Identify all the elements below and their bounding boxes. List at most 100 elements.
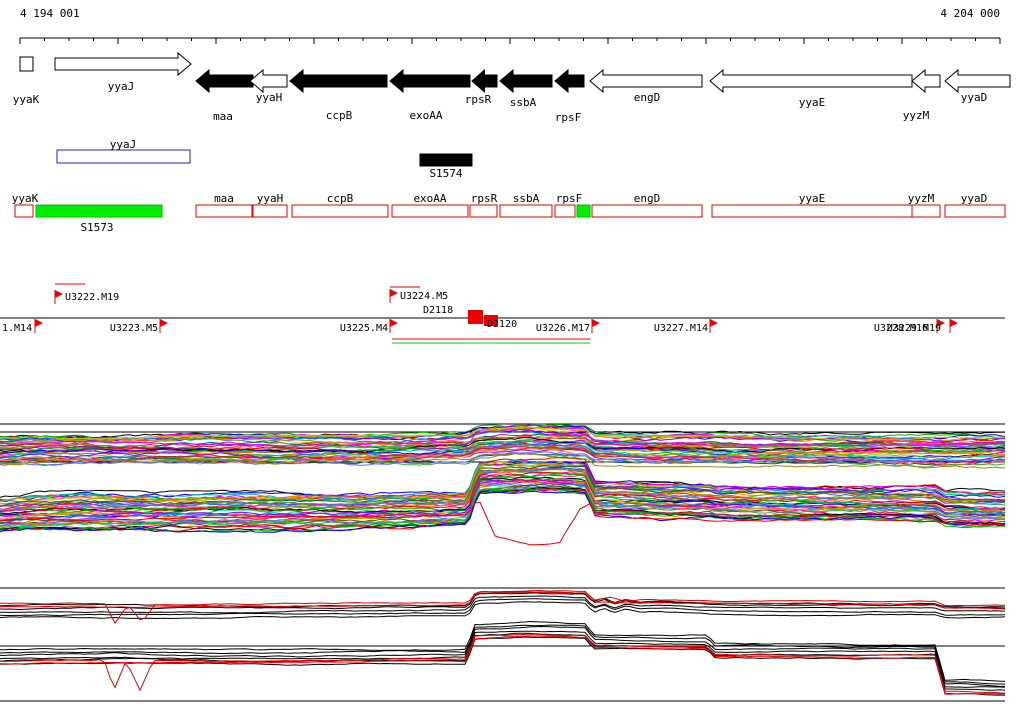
segment-label: S1573 [80,221,113,234]
flag-icon[interactable] [35,319,43,327]
segment-label: exoAA [413,192,446,205]
flag-icon[interactable] [55,290,63,298]
probe-marker-label[interactable]: D2120 [487,319,517,330]
segment-box-rpsR[interactable] [469,204,498,218]
segment-box-ssbA[interactable] [499,204,553,218]
profile-line [0,592,1006,611]
flag-icon[interactable] [592,319,600,327]
probe-marker-label[interactable]: D2118 [423,305,453,316]
probe-set-label[interactable]: U3223.M5 [110,323,158,334]
profile-line [0,487,1006,531]
profile-line [0,632,1006,691]
feature-box-yyaJ[interactable] [56,149,191,164]
profile-line [0,624,1006,685]
profile-line [0,633,1006,694]
profile-line [0,468,1006,512]
gene-label: rpsF [555,111,582,124]
gene-arrow-exoAA[interactable] [389,68,471,94]
gene-arrow-yyaE[interactable] [709,68,913,94]
probe-set-label[interactable]: U3225.M4 [340,323,388,334]
ruler-end-label: 4 204 000 [940,7,1000,20]
segment-box-green[interactable] [576,204,591,218]
probe-marker-box[interactable] [484,315,498,326]
feature-track: yyaJ S1574 [56,138,473,180]
segment-label: ccpB [327,192,354,205]
gene-arrow-yyaD[interactable] [944,68,1011,94]
profile-line [0,601,1006,620]
segment-box-yyaK[interactable] [14,204,34,218]
gene-label: yyzM [903,109,930,122]
flag-icon[interactable] [937,319,945,327]
gene-label: yyaJ [108,80,135,93]
profile-line [0,480,1006,519]
probe-marker-box[interactable] [468,310,483,324]
flag-icon[interactable] [950,319,958,327]
segment-box-yyaE[interactable] [711,204,913,218]
segment-label: yyaH [257,192,284,205]
gene-label: yyaD [961,91,988,104]
segment-label: engD [634,192,661,205]
profile-line [0,466,1006,510]
feature-box-S1574[interactable] [419,153,473,167]
feature-label: S1574 [429,167,462,180]
probe-set-label[interactable]: U3227.M14 [654,323,708,334]
probe-set-label[interactable]: 1.M14 [2,323,32,334]
profile-line [0,636,1006,696]
flag-icon[interactable] [390,319,398,327]
gene-arrow-ssbA[interactable] [499,68,553,94]
ruler: 4 194 001 4 204 000 [19,7,1001,44]
probe-set-label[interactable]: U3222.M19 [65,292,119,303]
probe-set-label[interactable]: U3226.M17 [536,323,590,334]
gene-arrow-maa[interactable] [195,68,254,94]
gene-arrow-yyzM[interactable] [911,68,941,94]
profile-line [0,589,1006,625]
gene-arrow-yyaJ[interactable] [54,51,192,77]
gene-arrow-engD[interactable] [589,68,703,94]
gene-label: maa [213,110,233,123]
segment-box-maa[interactable] [195,204,253,218]
segment-label: rpsR [471,192,498,205]
gene-label: exoAA [409,109,442,122]
gene-label: ccpB [326,109,353,122]
gene-arrow-rpsR[interactable] [471,68,498,94]
segment-label: yyzM [908,192,935,205]
gene-arrow-yyaK[interactable] [19,56,34,72]
segment-box-yyaD[interactable] [944,204,1006,218]
segment-label: yyaE [799,192,826,205]
profile-line [0,595,1006,614]
segment-box-engD[interactable] [591,204,703,218]
flag-icon[interactable] [160,319,168,327]
segment-box-ccpB[interactable] [291,204,389,218]
profile-line [0,598,1006,617]
segment-box-exoAA[interactable] [391,204,469,218]
segment-box-yyaH[interactable] [252,204,288,218]
flag-icon[interactable] [390,289,398,297]
profile-line [0,426,1006,441]
profile-line [0,451,1006,467]
profile-line [0,630,1006,688]
probe-set-label[interactable]: U3228.M16 [874,323,928,334]
probe-array-track: U3222.M19 U3224.M5 D2118 D2120 1.M14 U3223.M5… [0,283,1005,344]
segment-box-yyzM[interactable] [911,204,941,218]
profile-line [0,591,1006,610]
flag-icon[interactable] [710,319,718,327]
profile-line [0,486,1006,529]
profile-line [0,453,1006,469]
probe-set-label[interactable]: U3224.M5 [400,291,448,302]
gene-arrow-track: yyaK yyaJ maa yyaH ccpB exoAA rpsR ssbA rpsF engD… [13,51,1011,124]
gene-arrow-ccpB[interactable] [289,68,388,94]
probe-set-label[interactable]: U3229.M19 [887,323,941,334]
segment-label: yyaD [961,192,988,205]
profile-line [0,501,1005,546]
gene-label: yyaK [13,93,40,106]
profile-line [0,620,1006,682]
gene-arrow-yyaH[interactable] [249,68,288,94]
segment-box-rpsF[interactable] [554,204,576,218]
segment-box-S1573[interactable] [35,204,163,218]
feature-label: yyaJ [110,138,137,151]
segment-label: ssbA [513,192,540,205]
segment-label: maa [214,192,234,205]
gene-arrow-rpsF[interactable] [554,68,585,94]
